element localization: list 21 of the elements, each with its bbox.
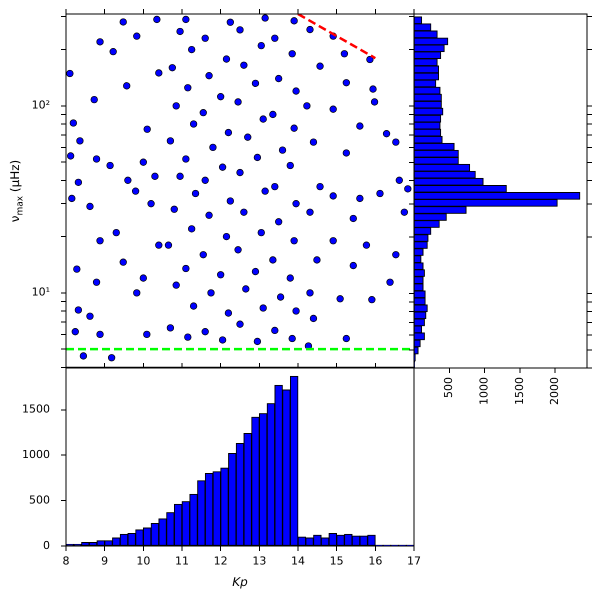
- x-tick-label: 12: [214, 554, 228, 568]
- x-axis-title: Kp: [232, 574, 248, 590]
- y-tick-label: 500: [29, 493, 50, 506]
- x-tick-label: 16: [368, 554, 382, 568]
- y-tick-label: 10¹: [32, 286, 50, 299]
- x-tick-label: 500: [442, 377, 456, 398]
- x-tick-label: 1500: [512, 377, 526, 405]
- x-tick-label: 9: [101, 554, 108, 568]
- x-tick-label: 8: [62, 554, 70, 568]
- x-tick-label: 17: [407, 554, 421, 568]
- y-tick-label: 1000: [22, 448, 50, 462]
- y-tick-label: 10²: [32, 98, 50, 112]
- x-tick-label: 14: [291, 554, 305, 568]
- x-tick-label: 2000: [548, 377, 562, 405]
- y-tick-label: 1500: [22, 402, 50, 416]
- x-tick-label: 15: [330, 554, 344, 568]
- y-tick-label: 0: [43, 538, 50, 552]
- x-tick-label: 13: [252, 554, 266, 568]
- x-tick-label: 1000: [477, 377, 490, 405]
- x-tick-label: 10: [136, 554, 150, 568]
- x-tick-label: 11: [175, 554, 189, 568]
